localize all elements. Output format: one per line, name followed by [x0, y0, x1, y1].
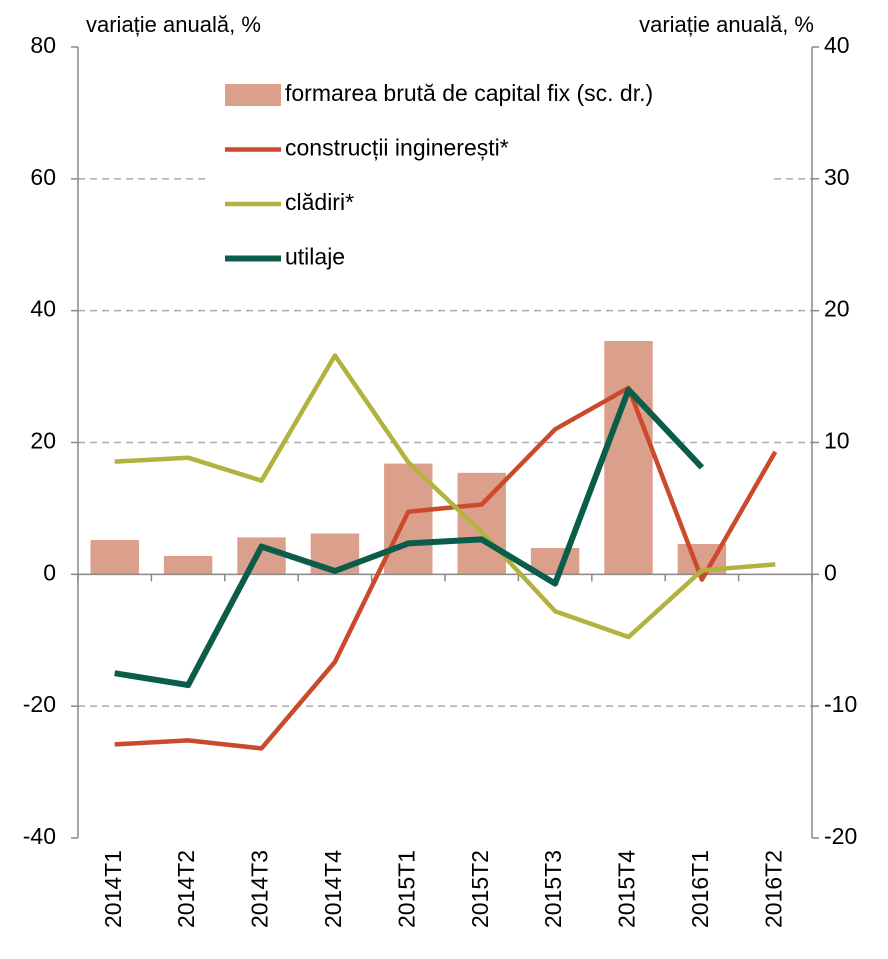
y-tick-label: 20 — [30, 428, 56, 454]
x-tick-label: 2014T2 — [173, 850, 199, 928]
bar — [604, 340, 653, 575]
x-tick-label: 2014T3 — [247, 850, 273, 928]
bar — [530, 547, 580, 575]
bar — [90, 540, 139, 575]
legend-label: clădiri* — [285, 189, 354, 215]
y2-tick-label: 40 — [824, 32, 850, 58]
legend-label: formarea brută de capital fix (sc. dr.) — [285, 80, 653, 106]
y-axis-title: variație anuală, % — [86, 12, 261, 37]
y-tick-label: -20 — [23, 691, 56, 717]
x-tick-label: 2016T1 — [687, 850, 713, 928]
x-tick-label: 2015T3 — [540, 850, 566, 928]
x-tick-label: 2014T1 — [100, 850, 126, 928]
line — [114, 386, 705, 689]
x-tick-label: 2014T4 — [320, 850, 346, 928]
y2-tick-label: 20 — [824, 296, 850, 322]
x-tick-label: 2015T4 — [614, 850, 640, 928]
x-tick-label: 2015T1 — [393, 850, 419, 928]
y2-tick-label: 0 — [824, 559, 837, 585]
bar — [384, 463, 433, 575]
line — [114, 353, 776, 640]
y-tick-label: 60 — [30, 164, 56, 190]
y2-tick-label: -20 — [824, 823, 857, 849]
y2-tick-label: 30 — [824, 164, 850, 190]
legend-label: utilaje — [285, 244, 345, 270]
line — [114, 385, 778, 751]
x-tick-label: 2015T2 — [467, 850, 493, 928]
legend-box — [210, 68, 770, 283]
legend-swatch — [225, 84, 281, 106]
y-tick-label: 40 — [30, 296, 56, 322]
y2-axis-title: variație anuală, % — [639, 12, 814, 37]
bar — [237, 537, 286, 575]
y2-tick-label: 10 — [824, 428, 850, 454]
y-tick-label: -40 — [23, 823, 56, 849]
x-tick-label: 2016T2 — [760, 850, 786, 928]
bar — [163, 555, 213, 575]
y-tick-label: 80 — [30, 32, 56, 58]
y2-tick-label: -10 — [824, 691, 857, 717]
legend-label: construcții inginerești* — [285, 135, 509, 161]
y-tick-label: 0 — [43, 559, 56, 585]
